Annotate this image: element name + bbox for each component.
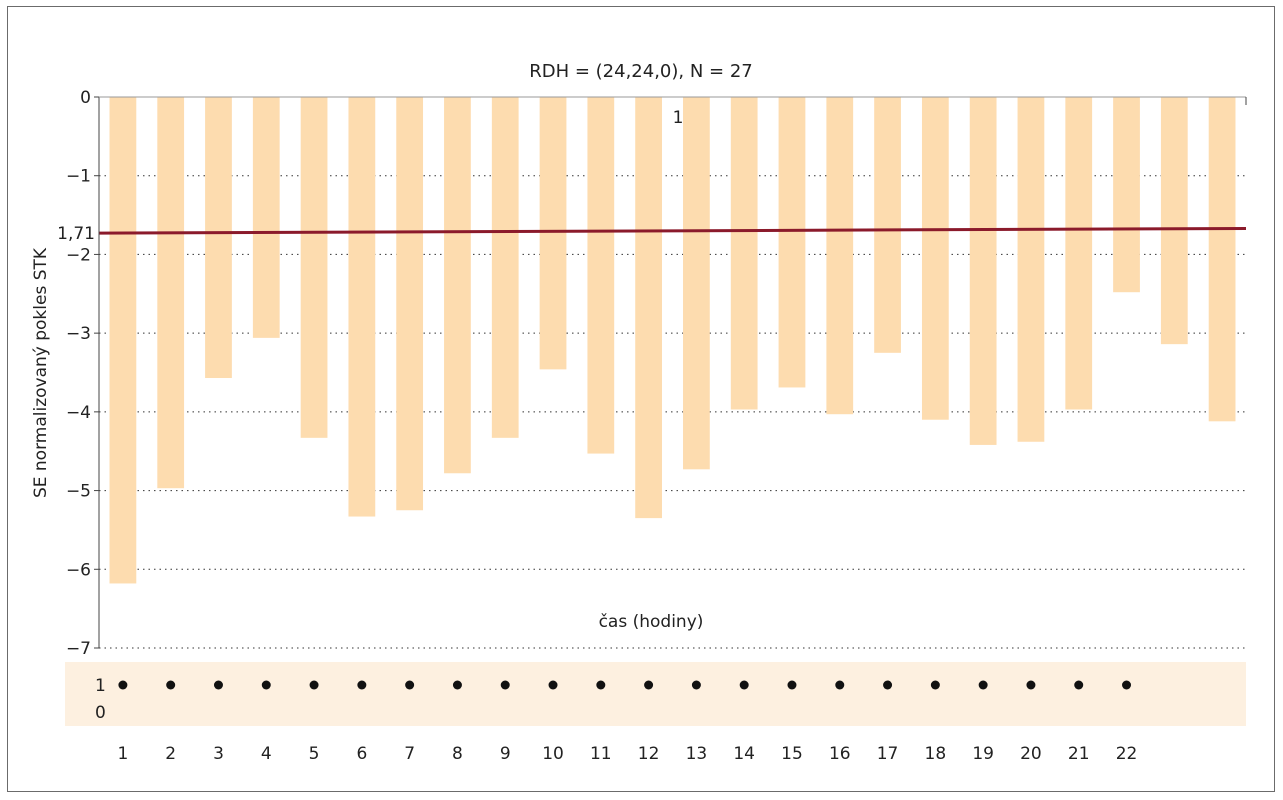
indicator-dot	[166, 680, 176, 690]
x-tick-label: 11	[590, 744, 612, 764]
indicator-dot	[1122, 680, 1132, 690]
y-axis-label: SE normalizovaný pokles STK	[31, 247, 51, 498]
x-tick-label: 15	[781, 744, 803, 764]
bar	[730, 97, 758, 410]
bar	[205, 97, 232, 379]
indicator-dot	[835, 680, 845, 690]
x-tick-label: 18	[925, 744, 947, 764]
x-tick-label: 16	[829, 744, 851, 764]
bar	[921, 97, 949, 420]
x-tick-label: 10	[542, 744, 564, 764]
indicator-dot	[357, 680, 367, 690]
x-tick-label: 8	[452, 744, 463, 764]
indicator-dot	[405, 680, 415, 690]
bar	[252, 97, 280, 338]
indicator-dots	[118, 680, 1132, 690]
bar	[539, 97, 567, 370]
bar	[1065, 97, 1093, 410]
y-tick-label: −5	[66, 482, 91, 502]
indicator-dot	[596, 680, 606, 690]
bar	[826, 97, 854, 415]
chart-title: RDH = (24,24,0), N = 27	[529, 61, 753, 82]
bar	[1160, 97, 1188, 345]
x-tick-label: 12	[638, 744, 660, 764]
bar	[874, 97, 901, 353]
x-tick-label: 13	[686, 744, 708, 764]
y-tick-label: 0	[80, 88, 91, 108]
indicator-row-labels: 10	[95, 676, 106, 723]
bar	[1208, 97, 1236, 422]
indicator-dot	[787, 680, 797, 690]
indicator-dot	[739, 680, 749, 690]
indicator-dot	[691, 680, 701, 690]
x-axis-label: čas (hodiny)	[599, 612, 704, 632]
x-tick-label: 17	[877, 744, 899, 764]
y-tick-label: −7	[66, 639, 91, 659]
x-tick-label: 21	[1068, 744, 1090, 764]
x-tick-label: 6	[356, 744, 367, 764]
y-tick-label: −2	[66, 245, 91, 265]
bar	[1017, 97, 1045, 442]
x-tick-label: 7	[404, 744, 415, 764]
y-tick-labels: 0 −1 −2 −3 −4 −5 −6 −7	[66, 88, 91, 659]
indicator-dot	[978, 680, 988, 690]
axes	[94, 96, 1247, 649]
indicator-dot	[548, 680, 558, 690]
bars	[109, 97, 1236, 584]
bar	[635, 97, 662, 519]
x-tick-label: 22	[1116, 744, 1138, 764]
x-tick-label: 4	[261, 744, 272, 764]
indicator-dot	[1074, 680, 1084, 690]
indicator-row-label: 1	[95, 676, 106, 696]
x-tick-label: 20	[1020, 744, 1042, 764]
indicator-row-label: 0	[95, 703, 106, 723]
indicator-dot	[452, 680, 462, 690]
bar	[969, 97, 997, 445]
indicator-dot	[213, 680, 223, 690]
bar	[587, 97, 615, 454]
indicator-strip	[65, 662, 1246, 726]
reference-line-label: 1,71	[57, 224, 95, 244]
bar	[778, 97, 806, 388]
y-tick-label: −4	[66, 403, 91, 423]
x-tick-label: 3	[213, 744, 224, 764]
indicator-dot	[883, 680, 893, 690]
gridlines	[99, 175, 1246, 649]
bar	[157, 97, 185, 489]
bar	[683, 97, 710, 470]
x-tick-label: 14	[733, 744, 755, 764]
indicator-dot	[500, 680, 510, 690]
x-tick-labels: 1 2 3 4 5 6 7 8 9 10 11 12 13 14 15 16 17 18 19 20 21 22	[117, 744, 1137, 764]
bar	[1113, 97, 1140, 293]
bar	[109, 97, 137, 584]
indicator-dot	[261, 680, 271, 690]
x-tick-label: 5	[309, 744, 320, 764]
bar	[300, 97, 328, 438]
indicator-dot	[118, 680, 128, 690]
bar	[444, 97, 471, 474]
x-tick-label: 2	[165, 744, 176, 764]
chart-frame: 1,71 0 −1 −2 −3 −4 −5 −6 −7 1 2 3 4 5 6 7 8 9 10 11 12 13 14…	[7, 6, 1275, 792]
x-tick-label: 1	[117, 744, 128, 764]
x-tick-label: 9	[500, 744, 511, 764]
indicator-dot	[644, 680, 654, 690]
x-tick-label: 19	[972, 744, 994, 764]
annotation-label: 1	[673, 108, 684, 128]
y-tick-label: −1	[66, 167, 91, 187]
bar	[348, 97, 376, 517]
y-tick-label: −3	[66, 324, 91, 344]
bar-chart: 1,71 0−1−2−3−4−5−6−7 1 2 3 4 5 6 7 8 9 10 11 12 13 14…	[31, 61, 1247, 764]
indicator-dot	[930, 680, 940, 690]
bar	[396, 97, 424, 511]
indicator-dot	[1026, 680, 1036, 690]
reference-line	[98, 226, 1247, 235]
y-tick-label: −6	[66, 560, 91, 580]
indicator-dot	[309, 680, 319, 690]
bar	[491, 97, 519, 438]
